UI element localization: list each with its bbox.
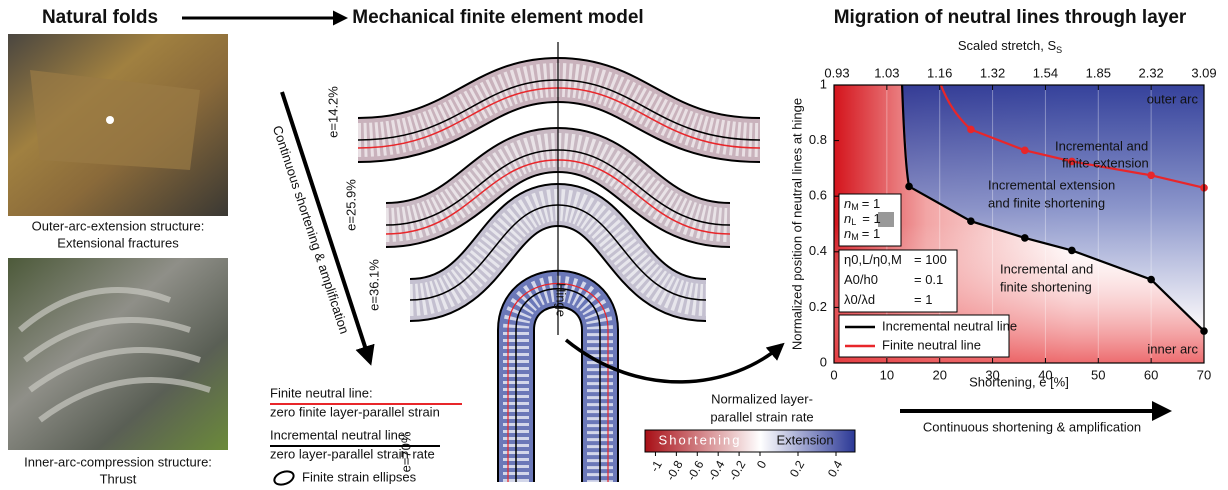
x2-tick-label: 2.32: [1138, 65, 1163, 80]
colorbar-tick-label: -0.4: [705, 458, 728, 483]
legend-text: zero layer-parallel strain rate: [270, 446, 435, 461]
annotation: and finite shortening: [988, 195, 1105, 210]
caption: Inner-arc-compression structure:: [24, 454, 212, 469]
colorbar-tick-label: 0: [754, 458, 770, 471]
legend-text: Finite neutral line:: [270, 385, 373, 400]
legend-text: Finite strain ellipses: [302, 469, 417, 484]
material: nL= 1: [844, 211, 881, 227]
x2-tick-label: 1.03: [874, 65, 899, 80]
y-axis-label: Normalized position of neutral lines at …: [789, 98, 804, 350]
x-tick-label: 20: [932, 367, 946, 382]
figure: Natural folds Mechanical finite element …: [0, 0, 1228, 490]
colorbar-tick-label: -0.8: [663, 458, 686, 483]
stage-label: e=25.9%: [343, 179, 358, 231]
x-tick-label: 0: [830, 367, 837, 382]
stage-label: e=36.1%: [366, 259, 381, 311]
colorbar-title: parallel strain rate: [710, 409, 813, 424]
data-point: [967, 126, 975, 134]
x2-axis-label: Scaled stretch, SS: [958, 38, 1062, 55]
arrow-label: Continuous shortening & amplification: [270, 124, 352, 336]
x-tick-label: 30: [985, 367, 999, 382]
y-tick-label: 0: [820, 354, 827, 369]
fold-models: [358, 80, 760, 482]
colorbar-tick-label: 0.2: [787, 458, 808, 480]
x2-tick-label: 1.85: [1086, 65, 1111, 80]
x2-tick-label: 3.09: [1191, 65, 1216, 80]
x-tick-label: 60: [1144, 367, 1158, 382]
annotation: Incremental and: [1000, 261, 1093, 276]
x2-tick-label: 1.54: [1033, 65, 1058, 80]
chart-title: Migration of neutral lines through layer: [834, 7, 1187, 28]
colorbar-label: Shortening: [659, 432, 742, 447]
x2-tick-label: 1.16: [927, 65, 952, 80]
stage-label: e=14.2%: [325, 86, 340, 138]
colorbar-tick-label: -1: [647, 458, 665, 475]
data-point: [905, 183, 913, 191]
y-tick-label: 0.4: [809, 243, 827, 258]
colorbar-tick-label: -0.6: [684, 458, 707, 483]
annotation: Incremental extension: [988, 177, 1115, 192]
y-tick-label: 0.6: [809, 188, 827, 203]
annotation: finite extension: [1062, 155, 1149, 170]
hinge-label: Hinge: [554, 283, 569, 317]
legend-text: Incremental neutral line:: [270, 427, 409, 442]
material: nM= 1: [844, 196, 880, 212]
x-tick-label: 70: [1197, 367, 1211, 382]
caption: Outer-arc-extension structure:: [32, 218, 205, 233]
annotation: outer arc: [1147, 91, 1199, 106]
legend-text: zero finite layer-parallel strain: [270, 404, 440, 419]
legend-ellipse: [273, 469, 296, 487]
material: nM= 1: [844, 226, 880, 242]
colorbar-title: Normalized layer-: [711, 391, 813, 406]
colorbar-tick-label: -0.2: [726, 458, 749, 483]
param: η0,L/η0,M= 100: [844, 252, 947, 267]
caption: Thrust: [100, 471, 137, 486]
footer-label: Continuous shortening & amplification: [923, 419, 1141, 434]
y-tick-label: 0.2: [809, 299, 827, 314]
colorbar-tick-label: 0.4: [825, 458, 846, 480]
annotation: finite shortening: [1000, 279, 1092, 294]
panel-title: Natural folds: [42, 7, 158, 28]
x-tick-label: 40: [1038, 367, 1052, 382]
legend-label: Finite neutral line: [882, 337, 981, 352]
data-point: [1147, 276, 1155, 284]
data-point: [1147, 172, 1155, 180]
x-tick-label: 10: [880, 367, 894, 382]
data-point: [1068, 247, 1076, 255]
x2-tick-label: 0.93: [824, 65, 849, 80]
x-tick-label: 50: [1091, 367, 1105, 382]
y-tick-label: 1: [820, 76, 827, 91]
data-point: [1021, 234, 1029, 242]
data-point: [967, 217, 975, 225]
legend-label: Incremental neutral line: [882, 318, 1017, 333]
x2-tick-label: 1.32: [980, 65, 1005, 80]
colorbar-label: Extension: [776, 432, 833, 447]
panel-title: Mechanical finite element model: [352, 7, 643, 28]
caption: Extensional fractures: [57, 235, 179, 250]
x-axis-label: Shortening, e [%]: [969, 374, 1069, 389]
annotation: Incremental and: [1055, 138, 1148, 153]
data-point: [1021, 147, 1029, 155]
photo-detail: [106, 116, 114, 124]
y-tick-label: 0.8: [809, 132, 827, 147]
annotation: inner arc: [1147, 341, 1198, 356]
